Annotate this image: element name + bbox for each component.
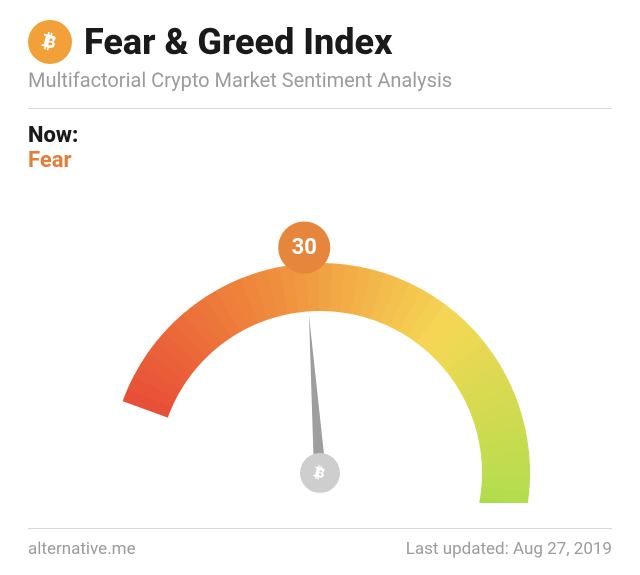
page-subtitle: Multifactorial Crypto Market Sentiment A… [28, 68, 612, 92]
current-block: Now: Fear [28, 123, 612, 173]
fear-greed-card: Fear & Greed Index Multifactorial Crypto… [0, 0, 640, 575]
page-title: Fear & Greed Index [84, 24, 392, 60]
last-updated: Last updated: Aug 27, 2019 [406, 539, 612, 559]
gauge-container: 30 [28, 173, 612, 520]
bitcoin-glyph [36, 28, 64, 56]
bitcoin-icon [28, 20, 72, 64]
updated-prefix: Last updated: [406, 539, 513, 559]
now-label: Now: [28, 123, 612, 148]
header-text: Fear & Greed Index [84, 24, 392, 60]
updated-date: Aug 27, 2019 [513, 539, 612, 559]
divider-bottom [28, 528, 612, 529]
divider-top [28, 108, 612, 109]
sentiment-label: Fear [28, 148, 612, 173]
source-label: alternative.me [28, 539, 136, 559]
footer: alternative.me Last updated: Aug 27, 201… [28, 539, 612, 559]
gauge-chart: 30 [70, 173, 570, 503]
svg-text:30: 30 [292, 235, 317, 260]
header: Fear & Greed Index [28, 20, 612, 64]
